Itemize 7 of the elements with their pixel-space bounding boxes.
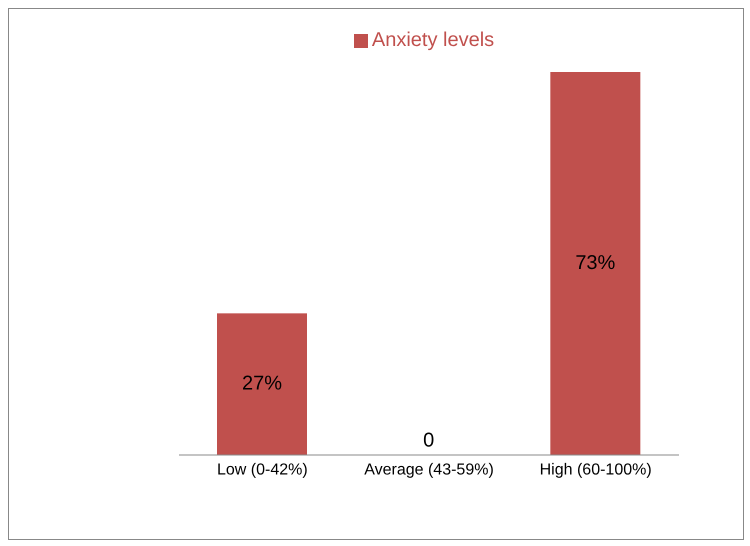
x-tick-label: Low (0-42%)	[216, 461, 308, 478]
data-label: 73%	[575, 252, 616, 274]
data-label: 27%	[242, 372, 282, 394]
x-tick-label: High (60-100%)	[540, 461, 652, 478]
x-tick-label: Average (43-59%)	[364, 461, 494, 478]
legend-label: Anxiety levels	[372, 29, 494, 51]
data-label: 0	[423, 429, 434, 452]
